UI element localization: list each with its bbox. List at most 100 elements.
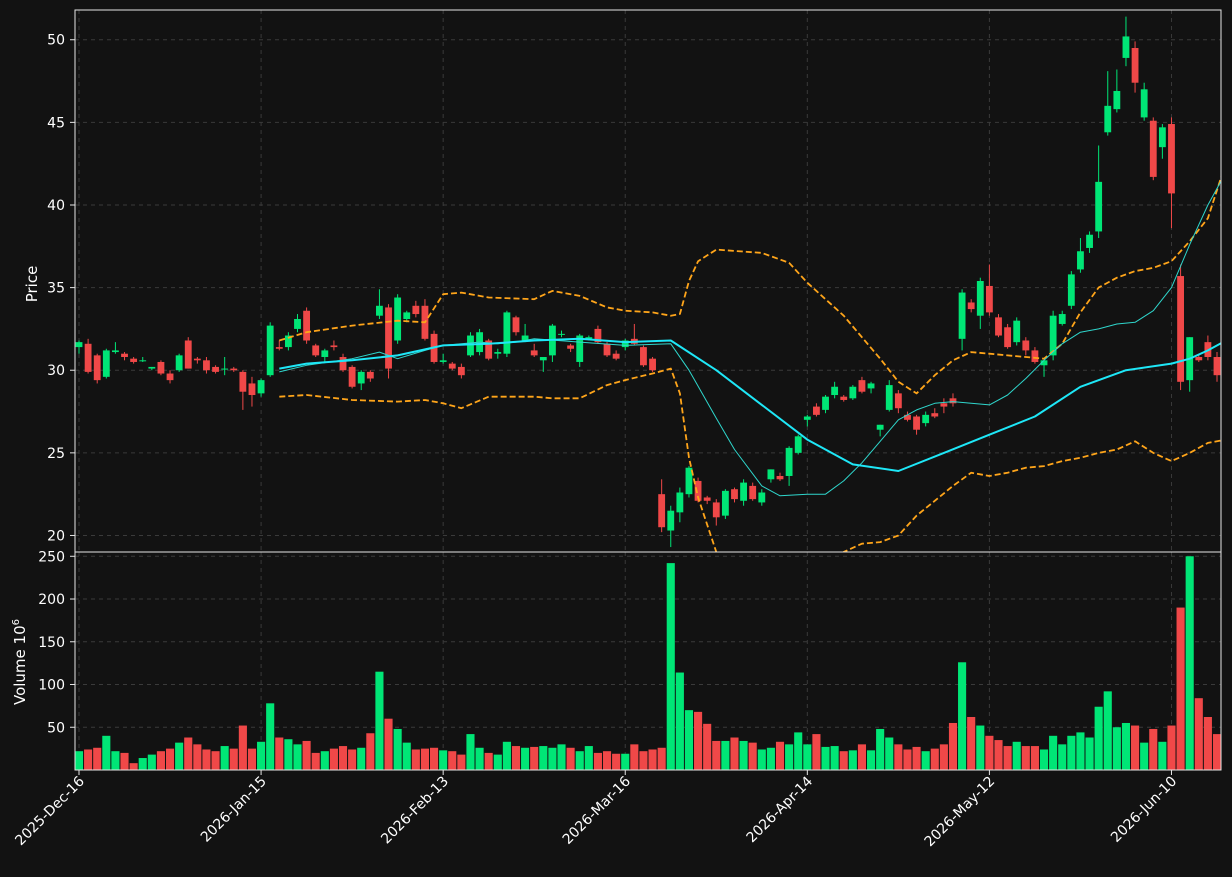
volume-bar (439, 750, 448, 770)
volume-bar (748, 742, 757, 770)
date-tick-label: 2025-Dec-16 (12, 773, 87, 848)
volume-bar (1203, 716, 1212, 770)
candle-body (603, 343, 611, 356)
candle-body (612, 353, 620, 359)
volume-axis-unit: 10 (11, 625, 29, 644)
volume-bar (1103, 691, 1112, 770)
candle-body (1067, 274, 1075, 306)
volume-bar (939, 744, 948, 770)
date-tick-label: 2026-Jan-15 (198, 774, 270, 846)
volume-bar (548, 747, 557, 770)
candle-body (457, 366, 465, 376)
price-tick-label: 40 (47, 198, 65, 214)
volume-bar (184, 737, 193, 770)
candle-body (84, 343, 92, 372)
volume-bar (165, 748, 175, 770)
volume-bar (211, 751, 220, 770)
volume-bar (1039, 749, 1049, 770)
volume-bar (220, 746, 229, 770)
candle-body (767, 469, 775, 480)
candle-body (348, 366, 356, 387)
volume-bar (948, 722, 958, 770)
volume-bar (430, 747, 439, 770)
volume-bar (639, 751, 648, 770)
candle-body (193, 358, 201, 361)
volume-tick-label: 100 (38, 678, 65, 694)
candle-body (1149, 120, 1157, 177)
volume-bar (311, 752, 320, 770)
volume-bar (411, 749, 420, 770)
volume-bar (703, 723, 712, 770)
volume-bar (575, 751, 584, 770)
candle-body (949, 398, 957, 404)
candle-body (394, 297, 402, 341)
candle-body (175, 355, 183, 371)
candle-body (330, 345, 338, 348)
candle-body (958, 292, 966, 339)
candle-body (1177, 276, 1184, 382)
volume-gridlines (75, 552, 1221, 770)
volume-bar (912, 746, 921, 770)
volume-bar (1067, 735, 1076, 770)
volume-bar (757, 749, 766, 770)
candle-body (102, 350, 110, 377)
candle-body (339, 357, 347, 371)
volume-bar (320, 751, 329, 770)
volume-bar (284, 739, 293, 770)
candle-body (212, 366, 219, 372)
volume-bar (1003, 746, 1012, 770)
candle-body (721, 490, 729, 516)
candle-body (1104, 105, 1112, 133)
candle-body (503, 312, 511, 354)
volume-bar (785, 744, 794, 770)
candle-body (649, 358, 656, 371)
candle-body (121, 353, 128, 358)
candle-body (1140, 89, 1148, 118)
candle-body (803, 416, 811, 420)
volume-bar (84, 749, 93, 770)
volume-bar (1176, 607, 1185, 770)
date-tick-label: 2026-Mar-16 (560, 773, 634, 847)
volume-bar (766, 747, 775, 770)
fast-average-line (279, 180, 1221, 497)
candle-body (93, 355, 101, 381)
candle-body (894, 393, 902, 409)
candle-body (448, 363, 456, 369)
candle-body (831, 386, 839, 396)
volume-bar (229, 748, 238, 770)
candle-body (749, 485, 757, 500)
candle-body (876, 424, 884, 430)
candle-body (922, 414, 930, 424)
candle-body (694, 480, 702, 501)
volume-bar (1094, 706, 1103, 770)
volume-bar (129, 763, 138, 770)
candle-body (512, 317, 520, 333)
volume-bar (457, 754, 466, 770)
candle-body (640, 347, 647, 366)
volume-bar (1212, 734, 1222, 770)
volume-bar (393, 728, 402, 770)
volume-bar (202, 749, 211, 770)
volume-bar (648, 749, 657, 770)
volume-bar (812, 734, 821, 770)
volume-bar (694, 711, 703, 770)
candle-body (1086, 234, 1093, 248)
candle-body (1031, 350, 1039, 362)
volume-bar (994, 740, 1003, 770)
volume-bar (138, 758, 147, 770)
price-tick-label: 25 (47, 446, 65, 462)
date-axis: 2025-Dec-16 2026-Jan-15 2026-Feb-13 2026-Ma… (12, 770, 1180, 850)
volume-bar (657, 747, 666, 770)
volume-bar (238, 725, 247, 770)
candle-body (184, 340, 192, 369)
volume-bar (584, 746, 593, 770)
volume-bar (1158, 741, 1167, 770)
candle-body (357, 371, 365, 384)
volume-bars (74, 556, 1222, 770)
volume-bar (329, 748, 338, 770)
volume-bar (357, 747, 366, 770)
candle-body (521, 335, 529, 341)
candle-body (776, 475, 784, 480)
candle-body (1122, 36, 1130, 58)
